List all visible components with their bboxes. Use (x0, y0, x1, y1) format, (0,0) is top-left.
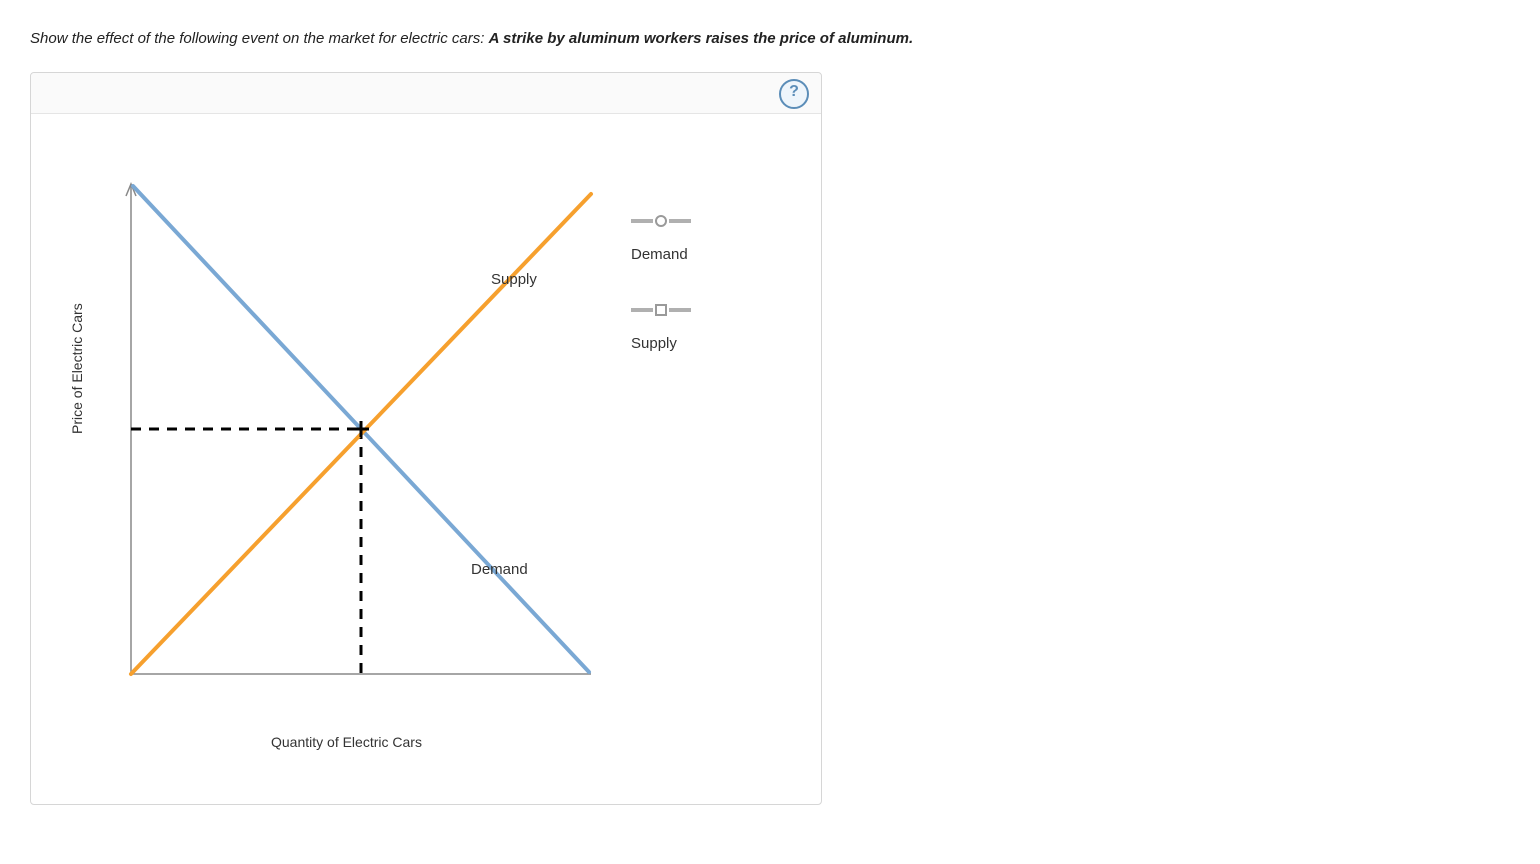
panel-header: ? (31, 73, 821, 114)
legend-item-demand[interactable]: Demand (631, 214, 801, 263)
circle-icon (655, 215, 667, 227)
graph-panel: ? Price of Electric Cars Supply Demand Qu… (30, 72, 822, 805)
chart-svg[interactable]: Supply Demand (51, 134, 611, 724)
legend-marker-demand (631, 214, 691, 228)
square-icon (655, 304, 667, 316)
prompt-lead: Show the effect of the following event o… (30, 30, 489, 47)
help-button[interactable]: ? (779, 79, 809, 109)
help-icon: ? (789, 83, 799, 100)
legend: Demand Supply (611, 134, 801, 774)
x-axis-label: Quantity of Electric Cars (271, 734, 422, 750)
question-prompt: Show the effect of the following event o… (30, 30, 1510, 47)
legend-marker-supply (631, 303, 691, 317)
legend-label-supply: Supply (631, 335, 801, 352)
svg-text:Demand: Demand (471, 561, 528, 578)
chart-area[interactable]: Price of Electric Cars Supply Demand Quan… (51, 134, 611, 774)
svg-text:Supply: Supply (491, 271, 537, 288)
prompt-bold: A strike by aluminum workers raises the … (489, 30, 914, 47)
y-axis-label: Price of Electric Cars (69, 303, 85, 434)
legend-label-demand: Demand (631, 246, 801, 263)
legend-item-supply[interactable]: Supply (631, 303, 801, 352)
